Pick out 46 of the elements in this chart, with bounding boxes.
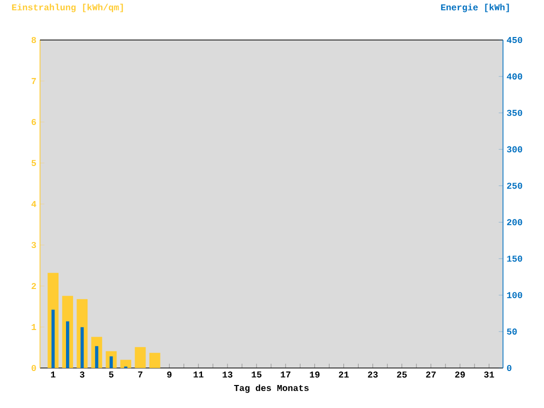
y-tick-label: 1 (32, 324, 36, 330)
x-tick-label: 15 (252, 372, 262, 378)
x-tick-label: 25 (397, 372, 407, 378)
y-tick-label: 2 (32, 283, 36, 289)
y2-axis-title: Energie [kWh] (441, 4, 509, 12)
x-tick-label: 1 (51, 372, 56, 378)
x-tick-label: 27 (426, 372, 436, 378)
bar (110, 356, 113, 368)
x-tick-label: 23 (368, 372, 378, 378)
x-tick-label: 9 (167, 372, 172, 378)
y-tick-label: 3 (32, 242, 36, 248)
x-tick-label: 3 (80, 372, 84, 378)
bar (80, 327, 84, 368)
y-axis-title: Einstrahlung [kWh/qm] (12, 4, 123, 12)
bar (120, 360, 132, 368)
x-tick-label: 29 (455, 372, 465, 378)
y-tick-label: 4 (31, 201, 36, 207)
y2-tick-label: 300 (506, 146, 522, 152)
y2-tick-label: 250 (507, 182, 522, 189)
y2-tick-label: 200 (507, 219, 522, 226)
bar (51, 310, 55, 368)
y2-tick-label: 150 (507, 256, 522, 262)
x-axis-title: Tag des Monats (234, 384, 309, 393)
bar (134, 347, 146, 368)
x-tick-label: 13 (222, 372, 232, 378)
y-tick-label: 6 (32, 118, 36, 126)
y-tick-label: 8 (32, 36, 36, 44)
y-tick-label: 7 (32, 78, 36, 84)
y-tick-label: 0 (32, 364, 36, 372)
y2-tick-label: 450 (506, 36, 522, 44)
y-tick-label: 5 (32, 160, 36, 166)
x-tick-label: 17 (280, 372, 290, 378)
x-tick-label: 11 (194, 372, 204, 378)
x-tick-label: 31 (484, 372, 494, 378)
x-tick-label: 5 (108, 372, 114, 378)
bar (149, 352, 160, 368)
x-tick-label: 19 (310, 372, 320, 378)
y2-tick-label: 0 (507, 364, 512, 372)
x-tick-label: 21 (338, 372, 349, 378)
bar (66, 321, 70, 368)
y2-tick-label: 350 (506, 110, 522, 116)
y2-tick-label: 50 (506, 328, 517, 335)
y2-tick-label: 100 (507, 292, 522, 298)
y2-tick-label: 400 (506, 73, 522, 80)
bar (95, 346, 98, 368)
x-tick-label: 7 (138, 372, 142, 378)
